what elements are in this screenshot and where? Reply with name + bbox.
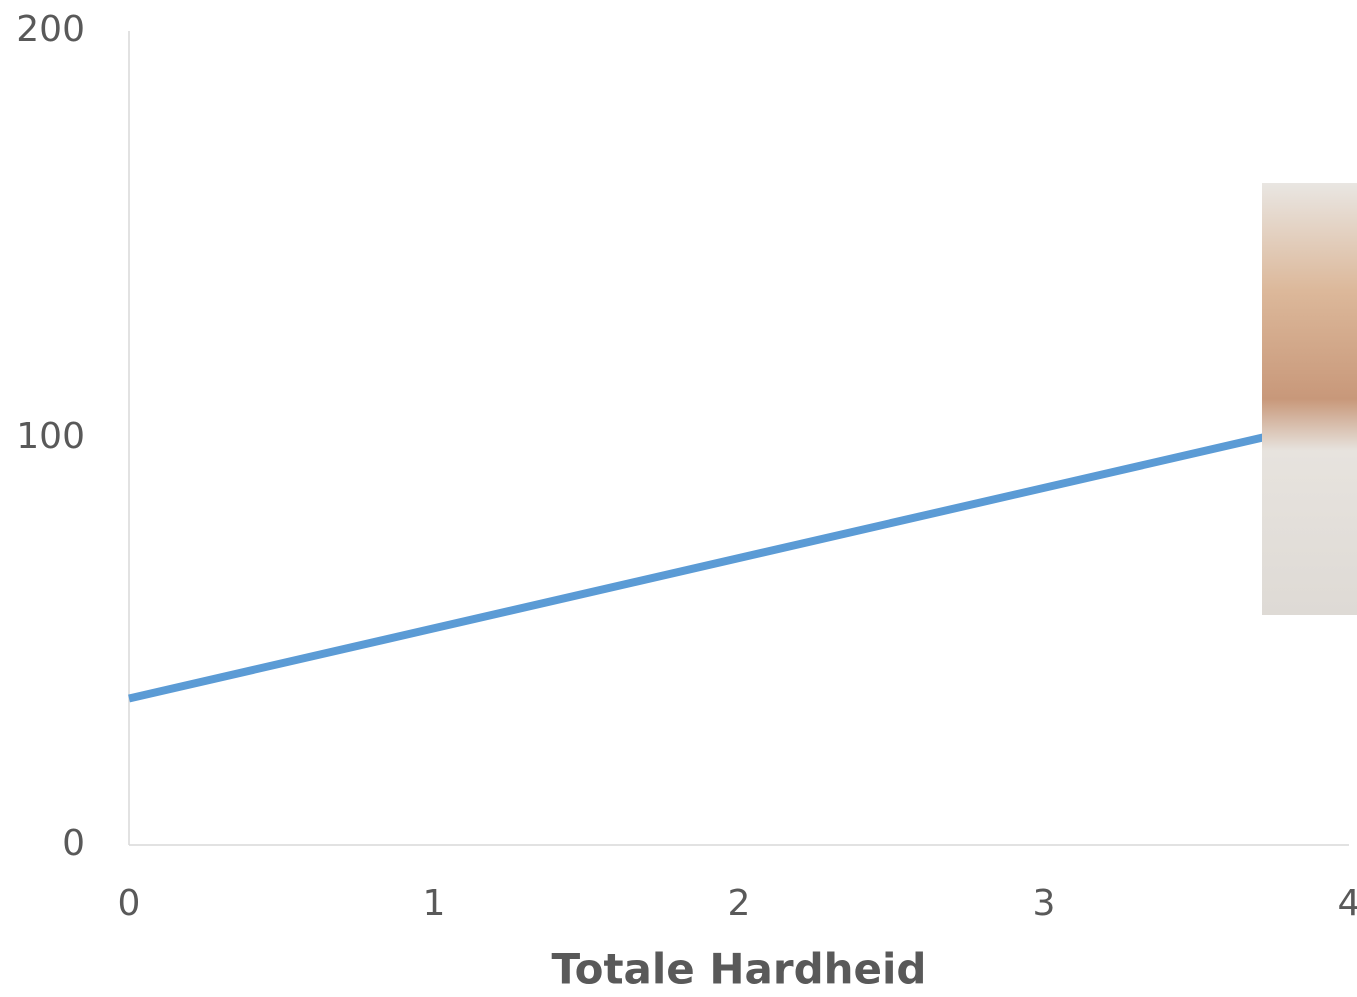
x-tick-label: 2 <box>728 883 751 924</box>
x-tick-label: 3 <box>1033 883 1056 924</box>
y-tick-label: 100 <box>16 416 85 457</box>
x-tick-label: 1 <box>423 883 446 924</box>
overlay-photo <box>1262 183 1357 615</box>
y-tick-label: 0 <box>62 823 85 864</box>
x-tick-label: 0 <box>118 883 141 924</box>
line-series <box>128 413 1350 703</box>
x-axis-label: Totale Hardheid <box>552 945 927 994</box>
y-tick-label: 200 <box>16 9 85 50</box>
x-tick-label: 4 <box>1338 883 1357 924</box>
